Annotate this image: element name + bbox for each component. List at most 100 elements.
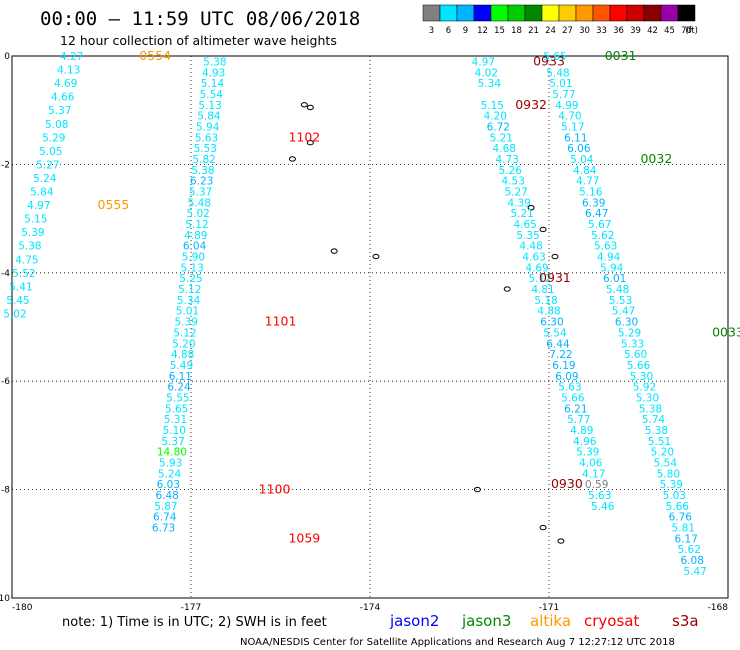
wave-height-label: 5.17: [561, 121, 584, 133]
wave-height-label: 5.24: [33, 173, 57, 185]
wave-height-label: 5.01: [549, 78, 572, 90]
colorscale-tick: 70: [681, 26, 692, 36]
wave-height-label: 4.96: [573, 436, 597, 448]
colorscale-tick: 33: [596, 26, 607, 36]
colorscale-swatch: [541, 4, 560, 22]
wave-height-label: 5.38: [203, 56, 226, 68]
pass-time-label: 0033: [712, 324, 740, 339]
wave-height-label: 6.23: [190, 176, 213, 188]
x-tick-label: -171: [539, 603, 559, 613]
pass-time-label: 0554: [139, 48, 171, 63]
wave-height-label: 6.47: [585, 208, 608, 220]
wave-height-label: 4.06: [579, 458, 603, 470]
colorscale-tick: 12: [477, 26, 488, 36]
colorscale-swatch: [524, 4, 543, 22]
wave-height-label: 6.11: [169, 371, 192, 383]
wave-height-label: 5.27: [36, 159, 59, 171]
wave-height-label: 5.18: [534, 295, 557, 307]
wave-height-label: 5.49: [170, 360, 193, 372]
wave-height-label: 5.15: [481, 100, 504, 112]
wave-height-label: 5.12: [528, 273, 551, 285]
wave-height-label: 5.20: [651, 447, 674, 459]
colorscale-swatch: [677, 4, 696, 22]
colorscale-swatch: [490, 4, 509, 22]
chart-title: 00:00 – 11:59 UTC 08/06/2018: [40, 8, 360, 30]
wave-height-label: 4.97: [472, 56, 495, 68]
colorscale-swatch: [456, 4, 475, 22]
wave-height-label: 4.88: [537, 306, 560, 318]
island-outline: [527, 205, 535, 211]
wave-height-label: 5.48: [188, 197, 211, 209]
wave-height-label: 6.19: [552, 360, 575, 372]
wave-height-label: 5.30: [636, 392, 659, 404]
wave-height-label: 6.17: [675, 533, 698, 545]
colorscale-tick: 30: [579, 26, 590, 36]
wave-height-label: 5.63: [594, 241, 617, 253]
colorscale-tick: 3: [429, 26, 434, 36]
wave-height-label: 5.29: [618, 327, 641, 339]
colorscale-swatch: [626, 4, 645, 22]
legend-entry-jason3: jason3: [461, 612, 511, 630]
pass-time-label: 0931: [539, 270, 571, 285]
footnote: note: 1) Time is in UTC; 2) SWH is in fe…: [62, 615, 327, 630]
wave-height-label: 14.80: [157, 447, 187, 459]
wave-height-label: 5.53: [609, 295, 632, 307]
credit-line: NOAA/NESDIS Center for Satellite Applica…: [240, 637, 675, 648]
wave-height-label: 4.68: [493, 143, 516, 155]
y-tick-label: -4: [1, 269, 10, 279]
wave-height-label: 5.12: [178, 284, 201, 296]
wave-height-label: 6.11: [564, 132, 587, 144]
wave-height-label: 5.38: [639, 403, 662, 415]
wave-height-label: 5.67: [588, 219, 611, 231]
wave-height-label: 4.65: [513, 219, 536, 231]
wave-height-label: 4.48: [519, 241, 542, 253]
island-outline: [330, 248, 338, 254]
wave-height-label: 5.51: [648, 436, 671, 448]
y-tick-label: -10: [0, 594, 10, 604]
wave-height-label: 5.05: [39, 146, 62, 158]
wave-height-label: 5.48: [546, 67, 569, 79]
colorscale-tick: 27: [562, 26, 573, 36]
colorscale-tick: 21: [528, 26, 539, 36]
wave-height-label: 5.45: [6, 295, 29, 307]
colorscale-tick: 24: [545, 26, 556, 36]
colorscale-tick: 6: [446, 26, 451, 36]
wave-height-label: 5.63: [195, 132, 218, 144]
wave-height-label: 6.21: [564, 403, 587, 415]
wave-height-label: 5.02: [3, 308, 26, 320]
wave-height-label: 6.30: [615, 317, 638, 329]
legend-entry-altika: altika: [530, 612, 571, 630]
wave-height-label: 5.77: [552, 89, 575, 101]
wave-height-label: 4.70: [558, 111, 581, 123]
wave-height-label: 5.12: [173, 327, 196, 339]
wave-height-label: 5.63: [588, 490, 611, 502]
wave-height-label: 6.01: [603, 273, 626, 285]
wave-height-label: 5.34: [177, 295, 201, 307]
colorscale-swatch: [422, 4, 441, 22]
x-tick-label: -180: [12, 603, 33, 613]
wave-height-label: 4.99: [555, 100, 578, 112]
wave-height-label: 4.89: [184, 230, 207, 242]
wave-height-label: 5.84: [197, 111, 221, 123]
colorscale-swatch: [473, 4, 492, 22]
wave-height-label: 6.72: [487, 121, 510, 133]
colorscale-swatch: [507, 4, 526, 22]
pass-time-label: 0032: [640, 151, 672, 166]
wave-height-label: 4.17: [582, 468, 605, 480]
pass-time-label: 0555: [98, 197, 130, 212]
wave-height-label: 5.48: [606, 284, 629, 296]
wave-height-label: 4.66: [51, 92, 75, 104]
colorscale-swatch: [643, 4, 662, 22]
wave-height-label: 5.03: [663, 490, 686, 502]
wave-height-label: 5.12: [185, 219, 208, 231]
wave-height-label: 6.73: [152, 523, 175, 535]
wave-height-label: 4.93: [202, 67, 225, 79]
wave-height-label: 4.27: [60, 51, 83, 63]
colorscale-swatch: [592, 4, 611, 22]
pass-time-label: 0933: [533, 53, 565, 68]
wave-height-label: 5.62: [591, 230, 614, 242]
wave-height-label: 5.34: [478, 78, 502, 90]
wave-height-label: 4.89: [570, 425, 593, 437]
wave-height-label: 5.39: [576, 447, 599, 459]
